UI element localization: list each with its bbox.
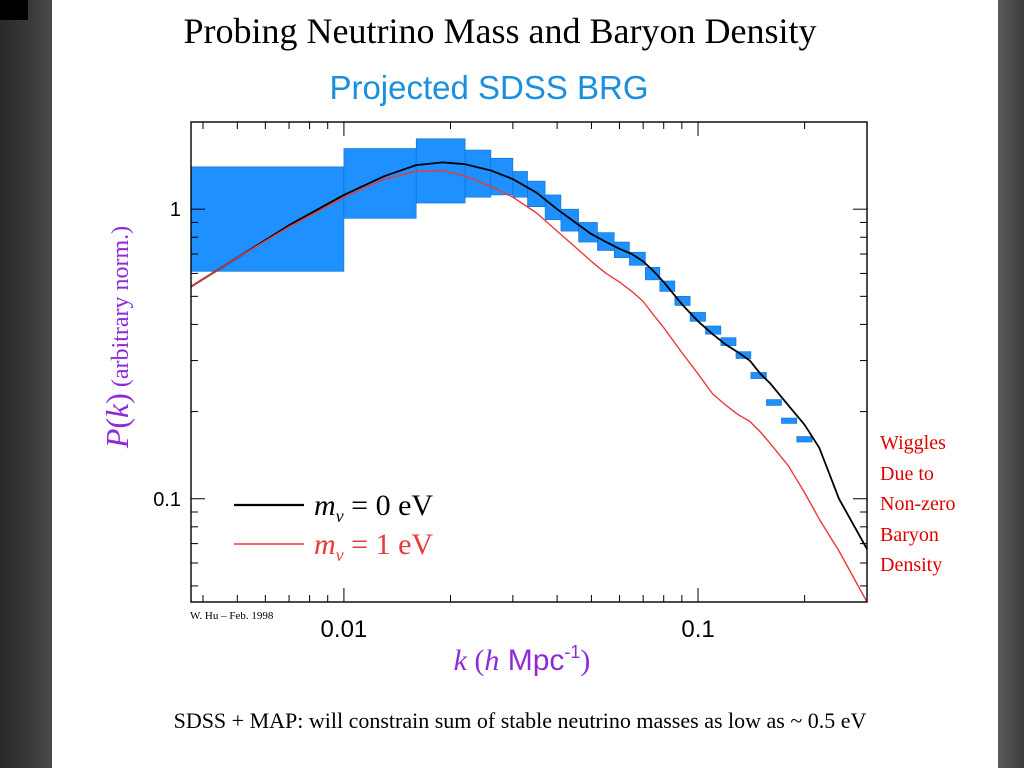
error-box [190,166,345,272]
annotation-line: Density [880,554,943,576]
y-tick-label: 1 [170,199,181,221]
x-tick-label: 0.1 [681,616,714,643]
error-box [796,436,813,443]
plot-frame [190,121,868,603]
power-spectrum-chart: Projected SDSS BRG 0.01 0.1 0.1 1 mν = 0 eV… [99,69,868,677]
annotation-line: Due to [880,462,934,485]
error-box [544,194,562,220]
error-box [645,266,661,281]
slide-footer: SDSS + MAP: will constrain sum of stable… [173,708,867,733]
error-box [490,157,514,196]
error-box [527,180,546,207]
annotation-line: Wiggles [880,432,946,454]
annotation-line: Non-zero [880,493,956,515]
slide-left-border [0,0,52,768]
slide-right-border [998,0,1024,768]
series-line-m0 [190,161,868,550]
chart-figure: Projected SDSS BRG 0.01 0.1 0.1 1 mν = 0 eV… [92,55,882,680]
slide-title: Probing Neutrino Mass and Baryon Density [183,11,817,51]
y-tick-label: 0.1 [153,489,181,511]
wiggles-annotation: Wiggles Due to Non-zero Baryon Density [880,428,1000,581]
series-line-m1 [190,169,868,603]
annotation-line: Baryon [880,523,939,546]
error-box [766,399,782,406]
y-axis-label: P(k) (arbitrary norm.) [99,226,135,449]
slide-corner-mark [0,0,28,20]
x-tick-label: 0.01 [321,616,368,643]
legend-label: mν = 1 eV [314,528,433,565]
legend-label: mν = 0 eV [314,489,433,526]
error-box [464,149,492,198]
error-box [343,148,417,219]
error-box [781,417,798,424]
error-box [560,208,579,232]
chart-title: Projected SDSS BRG [329,69,648,106]
chart-credit: W. Hu – Feb. 1998 [190,610,274,622]
x-axis-label: k (h Mpc-1) [454,642,591,677]
